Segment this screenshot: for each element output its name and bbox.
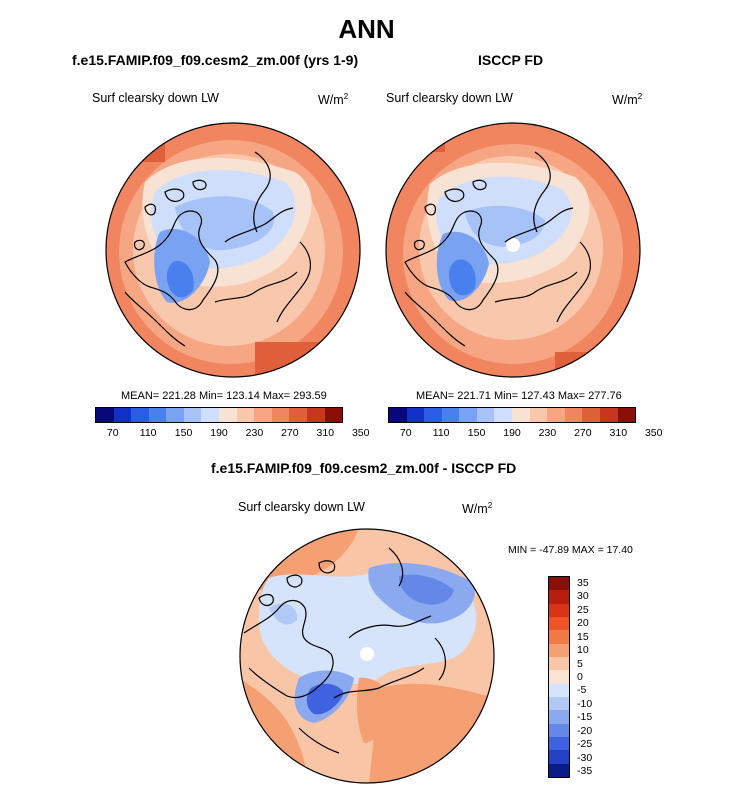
diff-units: W/m2 <box>462 501 493 517</box>
colorbar-tick-label: 70 <box>106 427 119 439</box>
colorbar-tick-label: 270 <box>574 427 592 439</box>
panel-2-colorbar <box>388 407 636 423</box>
colorbar-swatch <box>441 408 460 422</box>
colorbar-tick-label: 190 <box>210 427 228 439</box>
colorbar-swatch <box>549 630 569 644</box>
colorbar-tick-label: -35 <box>577 765 593 778</box>
panel-2-header: ISCCP FD <box>478 52 544 68</box>
colorbar-tick-label: 150 <box>174 427 193 439</box>
colorbar-tick-label: -30 <box>577 751 593 764</box>
colorbar-tick-label: 25 <box>577 603 589 616</box>
colorbar-swatch <box>389 408 407 422</box>
colorbar-swatch <box>459 408 477 422</box>
colorbar-swatch <box>96 408 114 422</box>
colorbar-swatch <box>564 408 583 422</box>
panel-1-map <box>105 122 361 378</box>
panel-1-header: f.e15.FAMIP.f09_f09.cesm2_zm.00f (yrs 1-… <box>72 52 359 68</box>
colorbar-tick-label: 310 <box>316 427 335 439</box>
colorbar-swatch <box>549 590 569 604</box>
colorbar-swatch <box>549 603 569 617</box>
colorbar-swatch <box>549 616 569 631</box>
colorbar-tick-label: -25 <box>577 738 593 751</box>
colorbar-swatch <box>549 683 569 697</box>
colorbar-swatch <box>236 408 255 422</box>
diff-stats: MIN = -47.89 MAX = 17.40 <box>508 544 633 556</box>
colorbar-swatch <box>254 408 272 422</box>
colorbar-swatch <box>512 408 530 422</box>
colorbar-swatch <box>529 408 548 422</box>
panel-2-stats: MEAN= 221.71 Min= 127.43 Max= 277.76 <box>416 390 622 402</box>
colorbar-tick-label: 270 <box>281 427 299 439</box>
colorbar-swatch <box>494 408 513 422</box>
colorbar-swatch <box>113 408 132 422</box>
colorbar-swatch <box>406 408 425 422</box>
diff-header: f.e15.FAMIP.f09_f09.cesm2_zm.00f - ISCCP… <box>211 460 517 476</box>
colorbar-swatch <box>547 408 565 422</box>
panel-2-variable: Surf clearsky down LW <box>386 91 513 105</box>
colorbar-swatch <box>201 408 220 422</box>
panel-1-units: W/m2 <box>318 92 349 108</box>
colorbar-swatch <box>289 408 307 422</box>
colorbar-swatch <box>549 750 569 764</box>
colorbar-swatch <box>599 408 618 422</box>
colorbar-swatch <box>549 763 569 777</box>
colorbar-swatch <box>424 408 442 422</box>
colorbar-swatch <box>617 408 636 422</box>
colorbar-swatch <box>582 408 600 422</box>
colorbar-tick-label: 150 <box>467 427 486 439</box>
colorbar-tick-label: 10 <box>577 644 589 657</box>
colorbar-tick-label: 35 <box>577 576 589 589</box>
colorbar-tick-label: 5 <box>577 657 583 670</box>
colorbar-tick-label: 110 <box>432 427 450 439</box>
colorbar-swatch <box>166 408 184 422</box>
colorbar-tick-label: 350 <box>351 427 370 439</box>
panel-2-colorbar-labels: 70 110 150 190 230 270 310 350 <box>388 427 663 441</box>
colorbar-tick-label: -15 <box>577 711 593 724</box>
colorbar-swatch <box>549 736 569 751</box>
panel-1-stats: MEAN= 221.28 Min= 123.14 Max= 293.59 <box>121 390 327 402</box>
colorbar-tick-label: 110 <box>139 427 157 439</box>
colorbar-swatch <box>549 710 569 724</box>
colorbar-tick-label: 0 <box>577 671 583 683</box>
colorbar-tick-label: -20 <box>577 724 593 737</box>
colorbar-tick-label: 310 <box>609 427 628 439</box>
colorbar-tick-label: 30 <box>577 590 589 603</box>
diff-map <box>239 528 495 784</box>
diff-colorbar-labels: 35 30 25 20 15 10 5 0 -5 -10 -15 -20 -25 -30 -35 <box>577 576 607 778</box>
panel-2-map <box>385 122 641 378</box>
colorbar-tick-label: -10 <box>577 697 593 710</box>
diff-colorbar <box>548 576 570 778</box>
diff-variable: Surf clearsky down LW <box>238 500 365 514</box>
colorbar-swatch <box>148 408 167 422</box>
page-title: ANN <box>338 14 395 44</box>
colorbar-swatch <box>219 408 237 422</box>
colorbar-tick-label: -5 <box>577 684 587 697</box>
colorbar-swatch <box>476 408 495 422</box>
colorbar-swatch <box>324 408 343 422</box>
colorbar-swatch <box>549 670 569 684</box>
panel-1-colorbar-labels: 70 110 150 190 230 270 310 350 <box>95 427 370 441</box>
panel-1-colorbar <box>95 407 343 423</box>
colorbar-swatch <box>306 408 325 422</box>
colorbar-swatch <box>549 723 569 737</box>
colorbar-tick-label: 20 <box>577 617 589 630</box>
colorbar-swatch <box>549 696 569 711</box>
colorbar-tick-label: 190 <box>503 427 521 439</box>
colorbar-swatch <box>549 577 569 591</box>
colorbar-swatch <box>271 408 290 422</box>
colorbar-tick-label: 15 <box>577 630 589 643</box>
colorbar-tick-label: 230 <box>538 427 557 439</box>
panel-2-units: W/m2 <box>612 92 643 108</box>
colorbar-tick-label: 230 <box>245 427 264 439</box>
colorbar-tick-label: 70 <box>399 427 412 439</box>
colorbar-swatch <box>549 643 569 657</box>
colorbar-swatch <box>131 408 149 422</box>
colorbar-swatch <box>183 408 202 422</box>
colorbar-tick-label: 350 <box>644 427 663 439</box>
colorbar-swatch <box>549 656 569 671</box>
panel-1-variable: Surf clearsky down LW <box>92 91 219 105</box>
